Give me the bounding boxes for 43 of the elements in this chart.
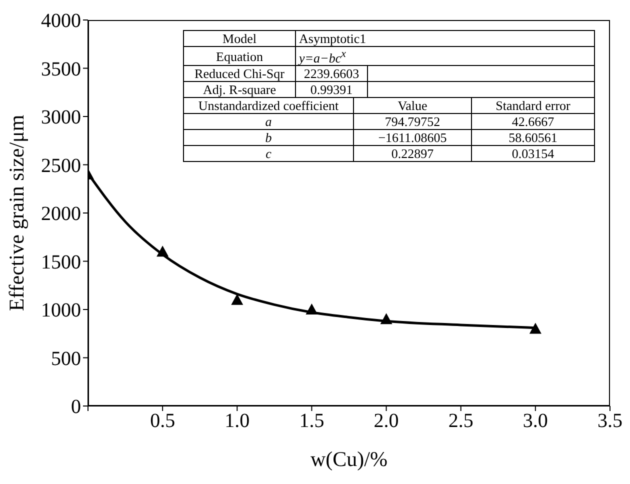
x-tick-label: 2.5 [448,410,474,432]
annotation: y=a−bc$^{x}$ [296,46,594,66]
point [156,246,169,257]
point [306,304,318,314]
point [529,322,542,334]
y-tick-label: 0 [71,396,81,418]
annotation: Adj. R-square [184,82,296,98]
annotation: a [184,114,354,130]
annotation: Asymptotic1 [296,30,594,46]
y-axis-title: Effective grain size/μm [4,114,28,312]
annotation: 0.22897 [354,146,472,162]
x-tick-label: 3.0 [522,410,548,432]
x-tick-label: 1.5 [299,410,324,432]
annotation: Reduced Chi-Sqr [184,66,296,82]
annotation: c [184,146,354,162]
y-tick-label: 2500 [41,154,81,177]
annotation: 58.60561 [472,130,594,146]
y-tick-label: 500 [51,348,81,370]
y-tick-label: 3500 [41,58,81,80]
annotation: Standard error [472,98,594,114]
annotation: b [184,130,354,146]
point [231,294,244,305]
y-tick-label: 1000 [41,300,81,322]
annotation: 0.99391 [296,82,368,98]
annotation: 794.79752 [354,114,472,130]
y-tick-label: 2000 [41,203,81,226]
x-tick-label: 2.0 [374,410,399,432]
annotation: 42.6667 [472,114,594,130]
x-tick-label: 1.0 [224,410,250,432]
y-tick-label: 3000 [41,106,81,129]
x-tick-label: 3.5 [598,410,622,432]
annotation: Model [184,30,296,46]
y-tick-label: 4000 [41,10,81,32]
annotation: Value [354,98,472,114]
annotation: Equation [184,46,296,66]
annotation: 0.03154 [472,146,594,162]
annotation: Unstandardized coefficient [184,98,354,114]
annotation: −1611.08605 [354,130,472,146]
y-tick-label: 1500 [41,251,81,274]
annotation: 2239.6603 [296,66,368,82]
x-tick-label: 0.5 [150,410,176,432]
x-axis-title: w(Cu)/% [310,447,388,471]
point [380,313,392,324]
